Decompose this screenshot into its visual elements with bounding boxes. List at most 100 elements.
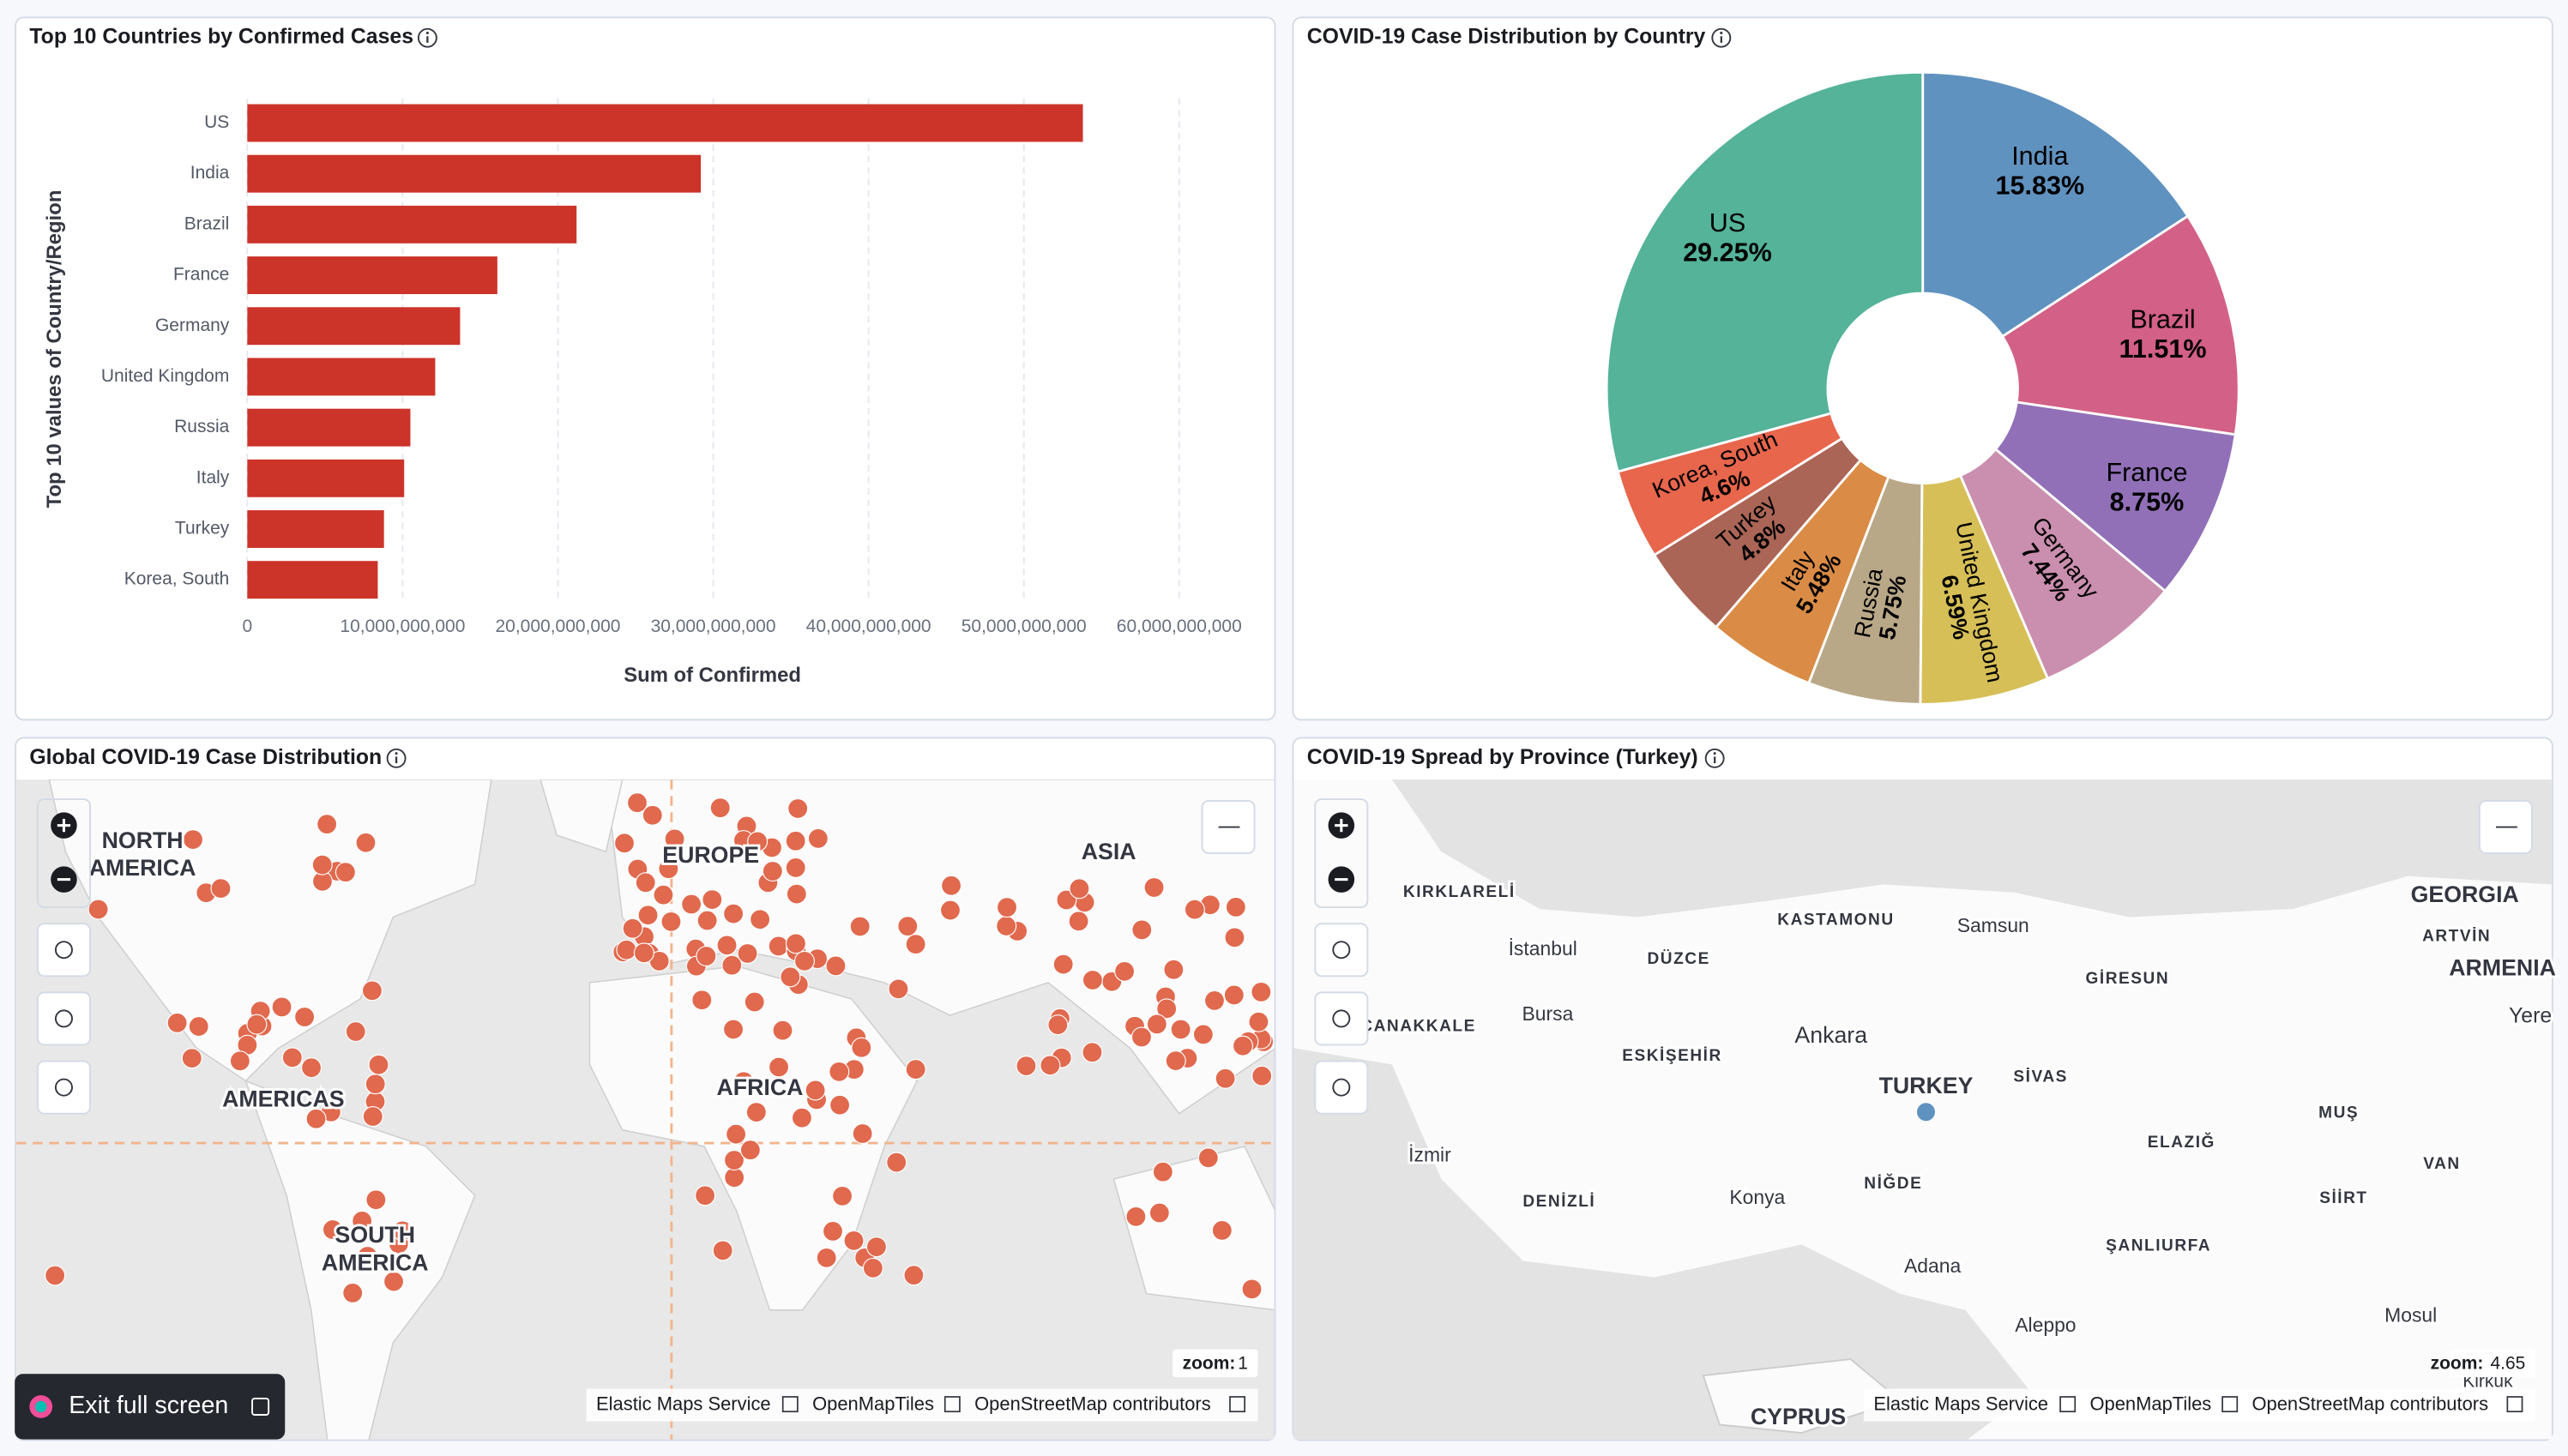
case-dot [832,1185,853,1206]
map-label: ARTVİN [2422,928,2491,946]
map-label: AMERICAS [222,1086,345,1111]
map-label: KASTAMONU [1777,911,1894,929]
map-label: AFRICA [717,1074,804,1100]
map-label: Aleppo [2015,1314,2076,1336]
case-dot [1130,1026,1153,1048]
case-dot [1251,1065,1273,1086]
case-dot [181,1048,202,1069]
case-dot [1082,1042,1103,1063]
map-label: ARMENIA [2449,955,2556,981]
case-dot [166,1012,188,1033]
map-tool-button[interactable] [36,923,91,978]
case-dot [939,899,961,921]
case-dot [787,797,809,819]
pie-slice [1605,70,1925,473]
case-dot [1146,1014,1167,1035]
case-dot [1052,954,1074,975]
attribution-link[interactable]: OpenStreetMap contributors [974,1393,1211,1414]
exit-button-label[interactable]: Exit full screen [69,1392,228,1419]
case-dot [716,935,738,956]
case-dot [392,1220,413,1242]
case-dot [182,829,204,851]
map-label: ÇANAKKALE [1360,1018,1476,1036]
x-tick-label: 60,000,000,000 [1117,617,1242,636]
map-tool-button[interactable] [1314,1060,1369,1115]
case-dot [723,1150,745,1171]
y-tick-label: India [190,163,230,183]
case-dot [335,862,356,883]
logo [35,1400,47,1413]
turkey-map [1293,779,2552,1440]
icon [1332,1009,1351,1028]
pie-slice [1993,400,2237,593]
case-dot [905,1059,926,1080]
panel-title: COVID-19 Case Distribution by Country [1307,26,1706,49]
case-dot [822,1220,844,1242]
attribution-link[interactable]: OpenMapTiles [2089,1393,2211,1414]
icon [54,1009,73,1028]
attribution-link[interactable]: OpenMapTiles [812,1393,934,1414]
pie-slice [2000,214,2240,436]
slice-value: 11.51% [2119,334,2207,364]
info-icon [417,27,437,48]
info-icon [1711,27,1732,48]
map-label: DENİZLİ [1522,1193,1595,1211]
map-label: ASIA [1082,839,1136,864]
slice-value: 29.25% [1683,238,1772,267]
map-label: SOUTH [335,1222,416,1248]
exit-button[interactable] [15,1374,286,1440]
case-dot [1248,1011,1269,1032]
case-dot [352,1210,373,1231]
external-icon [2059,1396,2077,1413]
case-dot [281,1047,303,1068]
map-label: SİİRT [2319,1189,2367,1207]
map-tool-button[interactable] [1314,923,1369,978]
map-label: İzmir [1408,1143,1451,1165]
case-dot [1211,1219,1233,1241]
map-tool-button[interactable] [1314,991,1369,1046]
case-dot [744,991,765,1013]
x-tick-label: 0 [242,617,252,636]
x-tick-label: 40,000,000,000 [806,617,931,636]
map-label: DÜZCE [1647,950,1709,968]
case-dot [785,857,806,878]
case-dot [1163,959,1185,980]
case-dot [362,1105,383,1128]
case-dot [1184,899,1205,920]
case-dot [724,1167,745,1188]
case-dot [305,1108,327,1129]
bar [247,510,384,548]
case-dot [737,942,758,964]
info-icon [1720,31,1723,34]
province-dot[interactable] [1915,1101,1937,1123]
case-dot [702,889,723,911]
case-dot [747,831,769,852]
y-tick-label: Italy [196,467,230,487]
case-dot [829,1094,851,1116]
attribution-link[interactable]: OpenStreetMap contributors [2252,1393,2488,1414]
case-dot [865,1236,887,1258]
case-dot [637,905,659,926]
case-dot [1125,1206,1147,1227]
attribution-link[interactable]: Elastic Maps Service [596,1393,771,1414]
case-dot [1114,960,1136,982]
y-tick-label: Turkey [175,519,230,538]
case-dot [1225,896,1246,918]
attribution-link[interactable]: Elastic Maps Service [1873,1393,2048,1414]
case-dot [739,1140,761,1161]
map-tool-button[interactable] [36,991,91,1046]
case-dot [322,1218,343,1241]
world-map [16,779,1275,1440]
case-dot [862,1257,883,1279]
map-label: Konya [1729,1186,1785,1208]
icon [1332,1078,1351,1097]
case-dot [712,1240,733,1261]
case-dot [626,792,648,814]
map-label: NİĞDE [1864,1174,1922,1193]
case-dot [829,1061,850,1082]
map-tool-button[interactable] [36,1060,91,1115]
bar [247,408,411,447]
bounds [16,779,1275,1440]
map-label: EUROPE [662,842,759,868]
